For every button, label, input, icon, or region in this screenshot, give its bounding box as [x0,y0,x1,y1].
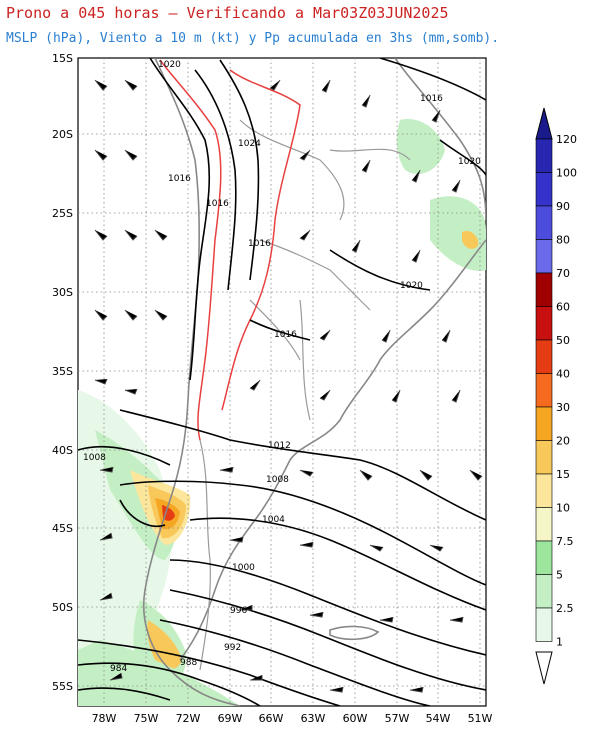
svg-text:30S: 30S [52,286,73,299]
svg-text:992: 992 [224,643,241,653]
colorbar-label: 15 [556,468,570,481]
svg-text:1016: 1016 [206,199,229,209]
svg-text:1024: 1024 [238,139,261,149]
svg-text:72W: 72W [176,712,201,725]
svg-text:1012: 1012 [268,441,291,451]
colorbar-swatch [535,239,553,274]
colorbar-swatch [535,138,553,173]
svg-text:25S: 25S [52,207,73,220]
colorbar-swatch [535,540,553,575]
svg-text:984: 984 [110,664,127,674]
svg-text:1020: 1020 [400,281,423,291]
colorbar-swatch [535,406,553,441]
colorbar-swatch [535,574,553,609]
svg-text:57W: 57W [385,712,410,725]
colorbar-label: 120 [556,133,577,146]
isobars [78,58,486,706]
colorbar-swatch [535,607,553,642]
svg-text:51W: 51W [468,712,493,725]
svg-text:1016: 1016 [168,174,191,184]
svg-text:35S: 35S [52,365,73,378]
colorbar-swatch [535,306,553,341]
precip-colorbar: 120 100 90 80 70 60 50 40 30 20 15 10 7.5 5 2.5 1 [535,107,577,685]
colorbar-bottom-arrow [535,651,553,685]
precip-shading [78,119,486,706]
svg-text:40S: 40S [52,444,73,457]
colorbar-swatch [535,440,553,475]
svg-text:60W: 60W [343,712,368,725]
colorbar-label: 7.5 [556,535,574,548]
colorbar-swatch [535,373,553,408]
colorbar-label: 10 [556,502,570,515]
colorbar-swatch [535,339,553,374]
colorbar-label: 90 [556,200,570,213]
svg-text:1016: 1016 [420,94,443,104]
coastline [142,58,486,706]
svg-text:1000: 1000 [232,563,255,573]
colorbar-label: 30 [556,401,570,414]
svg-text:54W: 54W [426,712,451,725]
colorbar-label: 20 [556,435,570,448]
colorbar-swatch [535,172,553,207]
colorbar-swatch [535,473,553,508]
colorbar-top-arrow [535,107,553,140]
wind-barbs [94,79,483,693]
svg-text:78W: 78W [92,712,117,725]
colorbar-label: 80 [556,234,570,247]
colorbar-label: 50 [556,334,570,347]
colorbar-label: 2.5 [556,602,574,615]
svg-text:1004: 1004 [262,515,285,525]
country-borders [199,119,411,671]
colorbar-label: 60 [556,301,570,314]
svg-text:15S: 15S [52,52,73,65]
colorbar-label: 70 [556,267,570,280]
colorbar-swatch [535,507,553,542]
svg-text:1008: 1008 [83,453,106,463]
svg-text:63W: 63W [301,712,326,725]
map-title: Prono a 045 horas – Verificando a Mar03Z… [6,4,449,22]
svg-text:20S: 20S [52,128,73,141]
svg-text:1016: 1016 [248,239,271,249]
map-subtitle: MSLP (hPa), Viento a 10 m (kt) y Pp acum… [6,31,500,46]
svg-text:1008: 1008 [266,475,289,485]
svg-text:1016: 1016 [274,330,297,340]
svg-text:75W: 75W [134,712,159,725]
colorbar-swatch [535,205,553,240]
longitude-labels: 78W 75W 72W 69W 66W 63W 60W 57W 54W 51W [92,712,493,725]
svg-text:50S: 50S [52,601,73,614]
svg-text:988: 988 [180,658,197,668]
topography-contour [159,59,301,441]
svg-text:55S: 55S [52,680,73,693]
svg-text:69W: 69W [218,712,243,725]
colorbar-label: 5 [556,569,563,582]
colorbar-label: 40 [556,368,570,381]
svg-text:45S: 45S [52,522,73,535]
svg-text:996: 996 [230,606,247,616]
svg-text:1020: 1020 [458,157,481,167]
svg-text:1020: 1020 [158,60,181,70]
svg-text:66W: 66W [259,712,284,725]
colorbar-swatch [535,272,553,307]
colorbar-label: 1 [556,636,563,649]
isobar-labels: 1020 1024 1016 1016 1016 1016 1020 1016 … [83,60,481,674]
colorbar-label: 100 [556,167,577,180]
latitude-labels: 15S 20S 25S 30S 35S 40S 45S 50S 55S [52,52,73,693]
